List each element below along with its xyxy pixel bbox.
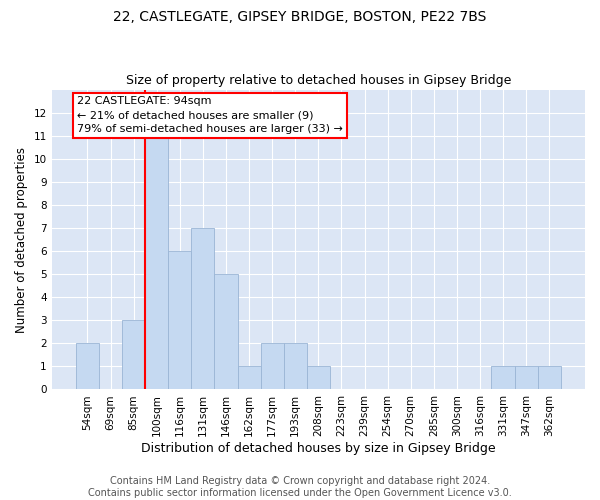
Bar — [168, 251, 191, 390]
Bar — [76, 344, 99, 390]
X-axis label: Distribution of detached houses by size in Gipsey Bridge: Distribution of detached houses by size … — [141, 442, 496, 455]
Text: Contains HM Land Registry data © Crown copyright and database right 2024.
Contai: Contains HM Land Registry data © Crown c… — [88, 476, 512, 498]
Bar — [284, 344, 307, 390]
Bar — [238, 366, 260, 390]
Bar — [538, 366, 561, 390]
Bar — [191, 228, 214, 390]
Bar — [515, 366, 538, 390]
Text: 22 CASTLEGATE: 94sqm
← 21% of detached houses are smaller (9)
79% of semi-detach: 22 CASTLEGATE: 94sqm ← 21% of detached h… — [77, 96, 343, 134]
Bar — [122, 320, 145, 390]
Bar — [214, 274, 238, 390]
Bar — [491, 366, 515, 390]
Bar — [145, 136, 168, 390]
Title: Size of property relative to detached houses in Gipsey Bridge: Size of property relative to detached ho… — [125, 74, 511, 87]
Bar — [307, 366, 330, 390]
Text: 22, CASTLEGATE, GIPSEY BRIDGE, BOSTON, PE22 7BS: 22, CASTLEGATE, GIPSEY BRIDGE, BOSTON, P… — [113, 10, 487, 24]
Bar — [260, 344, 284, 390]
Y-axis label: Number of detached properties: Number of detached properties — [15, 146, 28, 332]
